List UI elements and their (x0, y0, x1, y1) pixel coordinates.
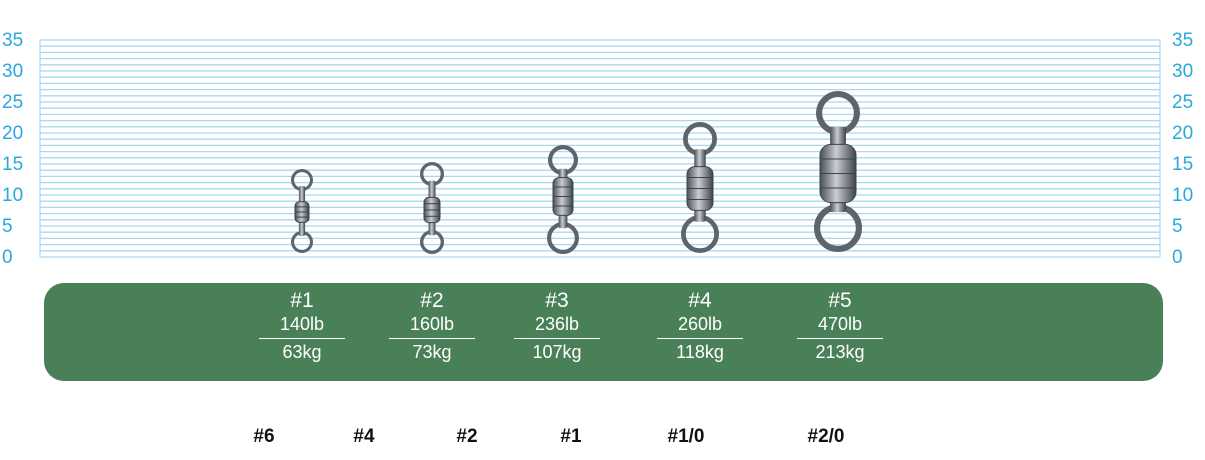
axis-tick-label: 35 (2, 30, 24, 51)
swivel-image-2 (419, 161, 444, 254)
strength-kg: 73kg (412, 342, 452, 362)
hook-size-label: #2/0 (807, 426, 845, 447)
strength-kg: 107kg (532, 342, 582, 362)
axis-tick-label: 25 (2, 92, 24, 113)
axis-tick-label: 10 (2, 185, 24, 206)
strength-kg: 118kg (676, 342, 724, 362)
swivel-image-5 (814, 91, 863, 253)
axis-tick-label: 10 (1172, 185, 1194, 206)
axis-tick-label: 15 (1172, 154, 1194, 175)
size-label: #3 (545, 289, 569, 312)
size-label: #5 (828, 289, 852, 312)
strength-band (44, 283, 1163, 381)
spec-size-4: #4 260lb 118kg (650, 289, 750, 365)
size-label: #4 (688, 289, 712, 312)
spec-size-2: #2 160lb 73kg (382, 289, 482, 365)
axis-tick-label: 20 (2, 123, 24, 144)
swivel-image-4 (681, 121, 720, 254)
split-ring-bottom (681, 215, 720, 254)
axis-tick-label: 30 (1172, 61, 1194, 82)
strength-lb: 470lb (797, 313, 883, 339)
swivel-image-1 (291, 168, 314, 253)
size-label: #2 (420, 289, 444, 312)
strength-lb: 160lb (389, 313, 475, 339)
strength-kg: 213kg (815, 342, 865, 362)
swivel-image-3 (546, 145, 579, 255)
hook-size-label: #1/0 (667, 426, 705, 447)
strength-kg: 63kg (282, 342, 322, 362)
axis-tick-label: 5 (2, 216, 13, 237)
spec-size-1: #1 140lb 63kg (252, 289, 352, 365)
strength-lb: 260lb (657, 313, 743, 339)
axis-tick-label: 0 (1172, 247, 1183, 268)
axis-tick-label: 5 (1172, 216, 1183, 237)
axis-tick-label: 30 (2, 61, 24, 82)
strength-lb: 140lb (259, 313, 345, 339)
axis-tick-label: 0 (2, 247, 13, 268)
hook-size-label: #6 (253, 426, 275, 447)
ruler-grid (39, 39, 1161, 258)
axis-tick-label: 25 (1172, 92, 1194, 113)
axis-tick-label: 15 (2, 154, 24, 175)
spec-size-5: #5 470lb 213kg (790, 289, 890, 365)
hook-size-label: #2 (456, 426, 478, 447)
strength-lb: 236lb (514, 313, 600, 339)
axis-tick-label: 35 (1172, 30, 1194, 51)
axis-tick-label: 20 (1172, 123, 1194, 144)
spec-size-3: #3 236lb 107kg (507, 289, 607, 365)
size-label: #1 (290, 289, 314, 312)
hook-size-label: #4 (353, 426, 375, 447)
hook-size-label: #1 (560, 426, 582, 447)
